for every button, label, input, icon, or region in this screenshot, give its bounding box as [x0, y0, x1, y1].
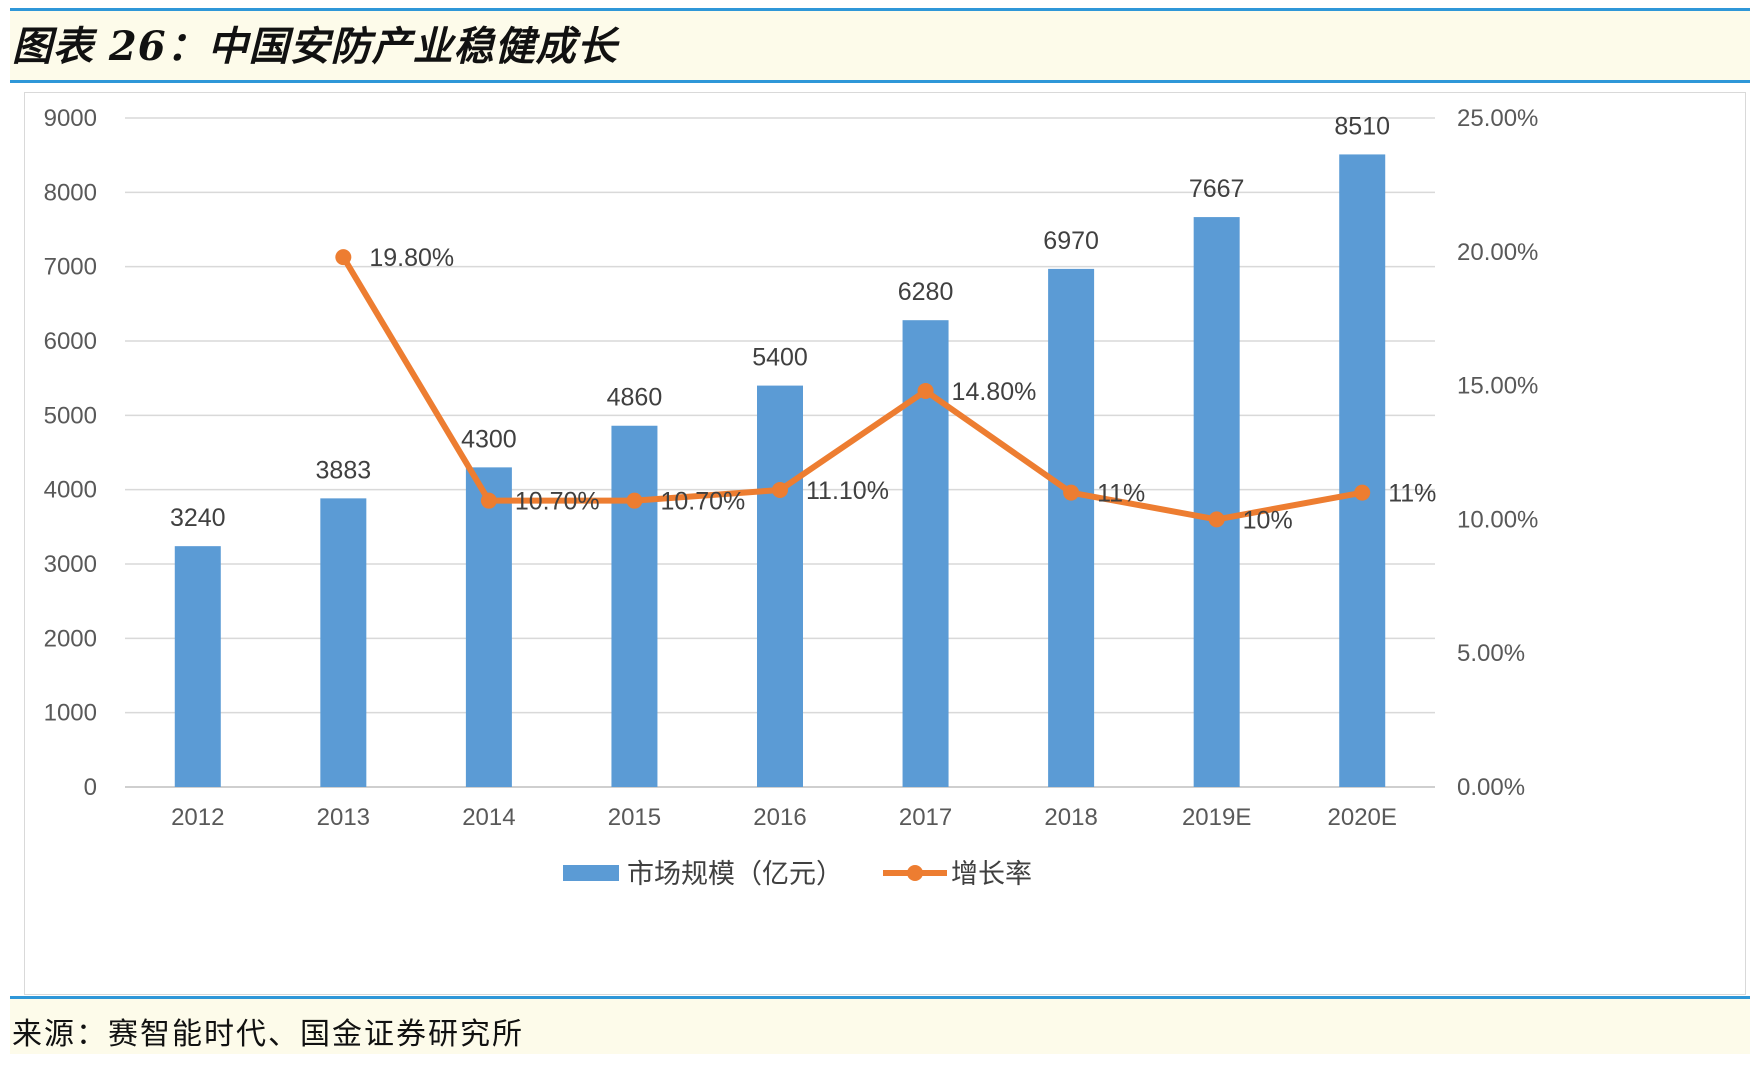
left-tick-label: 0 [84, 774, 97, 801]
right-tick-label: 5.00% [1457, 640, 1525, 667]
top-accent-line [10, 8, 1750, 11]
x-tick-label: 2020E [1328, 804, 1397, 831]
right-tick-label: 25.00% [1457, 105, 1538, 132]
line-value-label: 14.80% [952, 378, 1037, 406]
bar [611, 425, 658, 787]
line-point [1063, 484, 1080, 501]
line-point [917, 382, 934, 399]
bar-value-label: 4300 [461, 425, 517, 453]
x-tick-label: 2016 [753, 804, 806, 831]
right-tick-label: 20.00% [1457, 239, 1538, 266]
bar-value-label: 3883 [316, 456, 372, 484]
line-value-label: 11% [1388, 480, 1436, 508]
line-data-labels: 19.80% 10.70% 10.70% 11.10% 14.80% 11% 10% 11% [369, 244, 1436, 534]
bar-data-labels: 3240 3883 4300 4860 5400 6280 6970 7667 8510 [170, 112, 1390, 532]
x-tick-label: 2013 [317, 804, 370, 831]
left-tick-label: 4000 [44, 477, 97, 504]
x-tick-label: 2018 [1044, 804, 1097, 831]
x-tick-label: 2019E [1182, 804, 1251, 831]
bar [1193, 217, 1240, 788]
line-point [1208, 511, 1225, 528]
figure-title: 图表 26：中国安防产业稳健成长 [12, 23, 618, 70]
left-tick-label: 9000 [44, 105, 97, 132]
line-point [480, 492, 497, 509]
title-underline [10, 80, 1750, 83]
right-axis-ticks: 0.00% 5.00% 10.00% 15.00% 20.00% 25.00% [1457, 105, 1538, 801]
line-point [335, 249, 352, 266]
line-point [1354, 484, 1371, 501]
right-tick-label: 10.00% [1457, 506, 1538, 533]
legend-swatch-bar [563, 865, 619, 881]
x-tick-label: 2015 [608, 804, 661, 831]
left-axis-ticks: 0 1000 2000 3000 4000 5000 6000 7000 8000 9000 [44, 105, 97, 801]
line-value-label: 11.10% [806, 477, 889, 505]
bar-value-label: 5400 [752, 344, 808, 372]
line-value-label: 10% [1243, 506, 1293, 534]
left-tick-label: 3000 [44, 551, 97, 578]
line-point [772, 481, 788, 498]
bar-value-label: 6280 [898, 278, 954, 306]
growth-rate-line [340, 255, 1363, 523]
left-tick-label: 2000 [44, 625, 97, 652]
bar-value-label: 7667 [1189, 175, 1245, 203]
bar-value-label: 6970 [1043, 227, 1099, 255]
bar-value-label: 4860 [607, 384, 663, 412]
line-value-label: 19.80% [369, 244, 454, 272]
bar [757, 385, 803, 787]
chart-svg: 0 1000 2000 3000 4000 5000 6000 7000 8000 9000 0.… [44, 105, 1539, 890]
line-point [626, 492, 643, 509]
legend-label-bar: 市场规模（亿元） [627, 859, 843, 890]
bar-value-label: 8510 [1334, 112, 1390, 140]
x-tick-label: 2017 [899, 804, 952, 831]
bar [174, 546, 221, 787]
bar [320, 498, 367, 787]
legend-label-line: 增长率 [951, 859, 1032, 890]
legend: 市场规模（亿元） 增长率 [563, 859, 1032, 890]
bar [1339, 154, 1386, 787]
line-value-label: 10.70% [515, 488, 600, 516]
line-value-label: 10.70% [660, 488, 745, 516]
left-tick-label: 8000 [44, 179, 97, 206]
right-tick-label: 0.00% [1457, 774, 1525, 801]
bar [465, 467, 512, 787]
x-tick-label: 2014 [462, 804, 515, 831]
bar [1048, 268, 1095, 787]
chart-frame: 0 1000 2000 3000 4000 5000 6000 7000 8000 9000 0.… [24, 92, 1746, 995]
left-tick-label: 6000 [44, 328, 97, 355]
line-series [335, 249, 1371, 528]
legend-swatch-marker [907, 865, 923, 881]
source-band [10, 999, 1750, 1054]
x-axis-ticks: 2012 2013 2014 2015 2016 2017 2018 2019E 2020E [171, 804, 1397, 831]
source-note: 来源：赛智能时代、国金证券研究所 [12, 1017, 524, 1052]
bottom-accent-line [10, 996, 1750, 999]
bar-series [174, 154, 1386, 788]
x-tick-label: 2012 [171, 804, 224, 831]
title-band [10, 11, 1750, 80]
bar-value-label: 3240 [170, 504, 226, 532]
left-tick-label: 5000 [44, 402, 97, 429]
left-tick-label: 1000 [44, 700, 97, 727]
right-tick-label: 15.00% [1457, 373, 1538, 400]
line-value-label: 11% [1097, 480, 1145, 508]
left-tick-label: 7000 [44, 254, 97, 281]
